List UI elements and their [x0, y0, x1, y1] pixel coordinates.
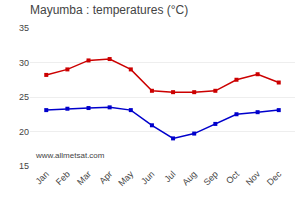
- svg-text:Apr: Apr: [97, 169, 114, 186]
- svg-text:Mar: Mar: [75, 169, 93, 187]
- svg-text:Feb: Feb: [54, 169, 72, 187]
- svg-text:15: 15: [19, 161, 29, 171]
- svg-text:Oct: Oct: [224, 169, 241, 186]
- svg-text:Jun: Jun: [139, 169, 156, 186]
- svg-text:Nov: Nov: [244, 169, 263, 188]
- svg-text:Jan: Jan: [34, 169, 51, 186]
- svg-text:25: 25: [19, 92, 29, 102]
- svg-text:www.allmetsat.com: www.allmetsat.com: [35, 151, 105, 160]
- svg-text:Dec: Dec: [265, 169, 284, 188]
- svg-text:Mayumba : temperatures (°C): Mayumba : temperatures (°C): [30, 3, 188, 17]
- svg-text:Sep: Sep: [202, 169, 220, 187]
- svg-text:30: 30: [19, 58, 29, 68]
- svg-text:20: 20: [19, 127, 29, 137]
- svg-text:Jul: Jul: [162, 169, 177, 184]
- svg-text:35: 35: [19, 23, 29, 33]
- svg-text:May: May: [116, 169, 135, 188]
- svg-text:Aug: Aug: [180, 169, 198, 187]
